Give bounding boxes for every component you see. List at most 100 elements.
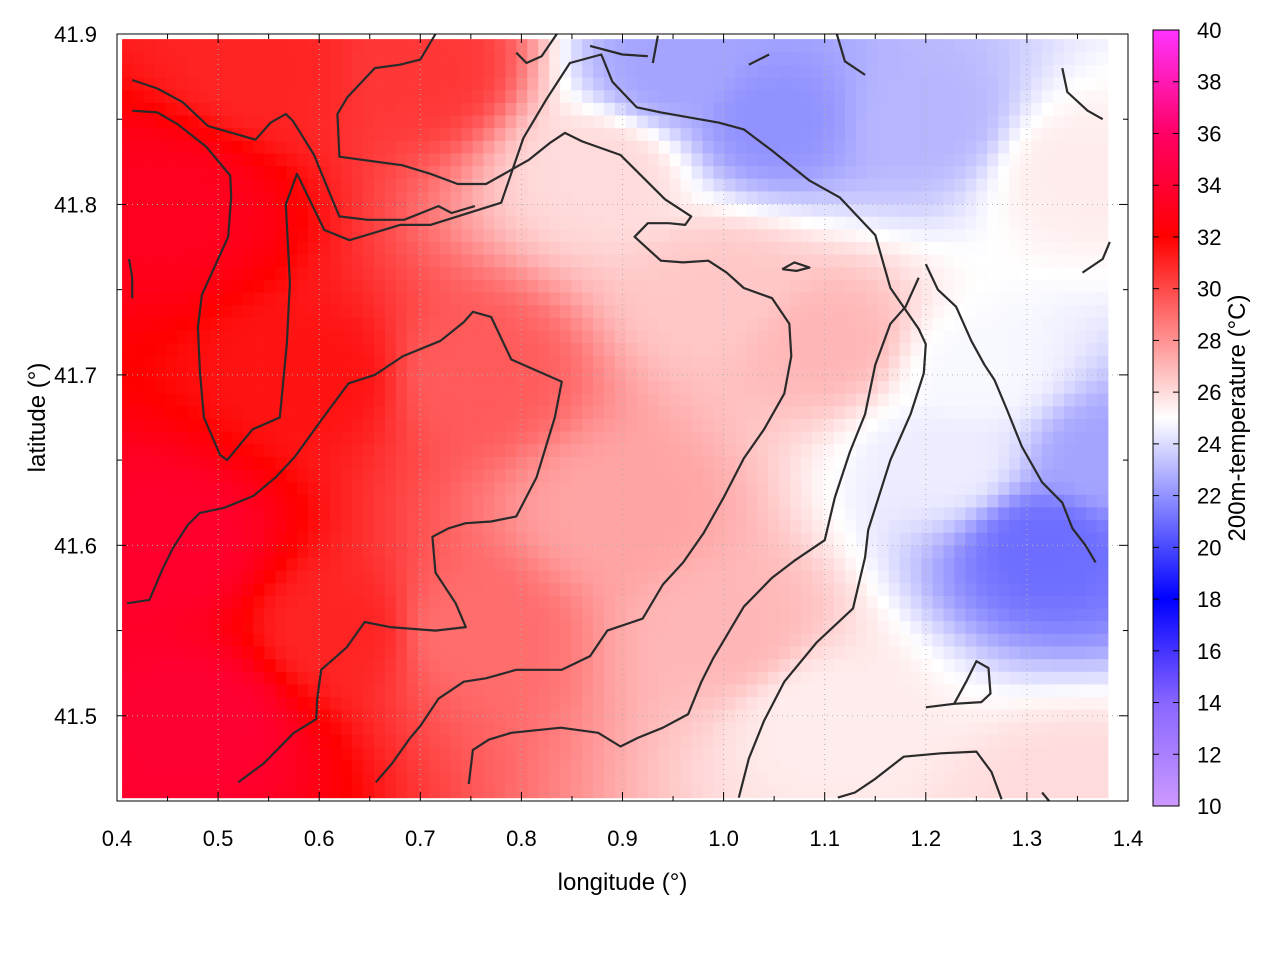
heat-cell [516,595,528,609]
heat-cell [757,633,769,647]
heat-cell [319,380,331,394]
heat-cell [823,127,835,141]
heat-cell [527,102,539,116]
heat-cell [363,620,375,634]
heat-cell [899,51,912,65]
heat-cell [286,671,298,685]
heat-cell [143,633,156,647]
heat-cell [943,51,956,65]
heat-cell [779,721,791,735]
heat-cell [352,481,364,495]
heat-cell [143,430,156,445]
heat-cell [154,784,167,799]
heat-cell [176,342,189,356]
heat-cell [724,393,736,407]
heat-cell [505,532,517,546]
heat-cell [866,405,879,419]
heat-cell [921,595,934,609]
heat-cell [330,721,342,735]
heat-cell [582,506,594,521]
heat-cell [352,51,364,65]
heat-cell [286,658,298,672]
heat-cell [494,203,506,217]
heat-cell [910,721,923,735]
heat-cell [527,39,539,53]
heat-cell [844,380,857,394]
heat-cell [406,468,419,483]
heat-cell [636,645,649,660]
heat-cell [242,443,255,457]
heat-cell [231,355,244,369]
heat-cell [494,317,506,331]
heat-cell [406,519,419,533]
heat-cell [724,165,736,179]
heat-cell [538,329,550,344]
heat-cell [330,367,342,382]
heat-cell [888,291,901,306]
heat-cell [341,620,353,634]
heat-cell [253,683,266,698]
heat-cell [844,266,857,280]
heat-cell [352,430,364,445]
heat-cell [691,519,704,533]
heat-cell [713,152,726,167]
heat-cell [450,443,463,457]
heat-cell [286,747,298,761]
heat-cell [603,127,616,141]
heat-cell [143,178,156,192]
heat-cell [768,140,780,154]
heat-cell [987,582,999,596]
heat-cell [801,114,813,129]
heat-cell [176,216,189,230]
heat-cell [352,443,364,457]
heat-cell [527,506,539,521]
heat-cell [341,216,353,230]
heat-cell [921,494,934,508]
heat-cell [987,494,999,508]
heat-cell [231,481,244,495]
heat-cell [472,64,485,78]
heat-cell [461,241,474,255]
heat-cell [209,279,222,293]
heat-cell [516,772,528,786]
heat-cell [987,633,999,647]
heat-cell [439,241,452,255]
heat-cell [932,456,945,470]
heat-cell [636,291,649,306]
heat-cell [647,570,660,584]
heat-cell [636,355,649,369]
heat-cell [187,114,200,129]
heat-cell [1020,152,1032,167]
heat-cell [866,114,879,129]
heat-cell [133,203,145,217]
heat-cell [428,430,441,445]
heat-cell [582,532,594,546]
heat-cell [790,734,802,748]
heat-cell [669,329,682,344]
heat-cell [352,772,364,786]
heat-cell [965,570,977,584]
heat-cell [209,77,222,91]
heat-cell [790,519,802,533]
heat-cell [943,430,956,445]
heat-cell [198,190,211,205]
heat-cell [1031,734,1043,748]
heat-cell [549,709,561,723]
heat-cell [242,114,255,129]
heat-cell [603,709,616,723]
heat-cell [439,304,452,318]
heat-cell [888,456,901,470]
heat-cell [603,165,616,179]
heat-cell [275,772,287,786]
heat-cell [220,532,233,546]
heat-cell [176,430,189,445]
heat-cell [439,405,452,419]
heat-cell [954,152,966,167]
heat-cell [647,203,660,217]
heat-cell [242,430,255,445]
heat-cell [768,620,780,634]
heat-cell [833,152,846,167]
heat-cell [384,51,397,65]
heat-cell [855,607,868,622]
heat-cell [735,190,747,205]
